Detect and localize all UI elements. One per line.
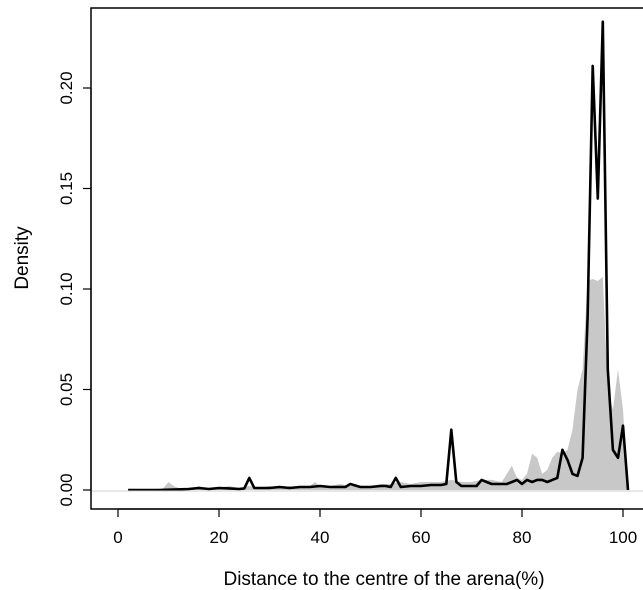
y-axis-title: Density	[12, 226, 33, 290]
y-tick-label: 0.20	[57, 71, 76, 104]
plot-frame	[90, 7, 643, 510]
line-series	[128, 20, 630, 492]
area-series	[118, 276, 629, 490]
y-tick-label: 0.00	[57, 473, 76, 506]
y-tick-label: 0.15	[57, 172, 76, 205]
x-tick-label: 60	[412, 528, 431, 547]
x-axis-title: Distance to the centre of the arena(%)	[223, 569, 544, 590]
density-area	[118, 276, 629, 490]
x-tick-label: 0	[113, 528, 122, 547]
x-tick-label: 20	[210, 528, 229, 547]
x-tick-label: 80	[513, 528, 532, 547]
y-axis: 0.00 0.05 0.10 0.15 0.20	[57, 71, 92, 507]
y-tick-label: 0.10	[57, 272, 76, 305]
x-tick-label: 40	[311, 528, 330, 547]
x-axis: 0 20 40 60 80 100	[113, 508, 637, 547]
x-tick-label: 100	[609, 528, 637, 547]
density-line	[128, 20, 630, 492]
y-tick-label: 0.05	[57, 373, 76, 406]
